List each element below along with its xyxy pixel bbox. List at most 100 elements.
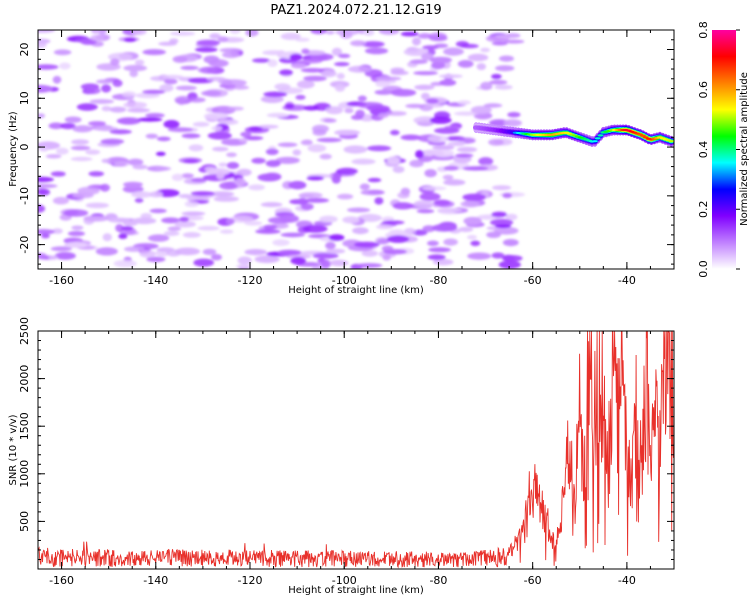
spectrogram-cell [489, 79, 508, 85]
spectrogram-cell [295, 37, 310, 42]
spectrogram-cell [499, 55, 514, 62]
spectrogram-ridge-cell [597, 134, 604, 137]
spectrogram-cell [181, 173, 194, 179]
spectrogram-cell [386, 235, 410, 243]
spectrogram-cell [146, 256, 166, 263]
spectrogram-cell [227, 106, 244, 111]
colorbar-ticks: 0.0 0.2 0.4 0.6 0.8 [697, 21, 740, 278]
spectrogram-cell [478, 157, 494, 166]
spectrogram-cell [85, 87, 101, 95]
spectrogram-cell [149, 191, 163, 198]
spectrogram-cell [218, 162, 228, 167]
spectrogram-y-ticks: -20 -10 0 10 20 [18, 29, 674, 265]
spectrogram-cell [424, 169, 437, 178]
snr-x-ticks: -160 -140 -120 -100 -80 -60 -40 [37, 331, 675, 587]
spectrogram-cell [101, 158, 111, 163]
spectrogram-cell [321, 70, 337, 78]
spectrogram-cell [267, 59, 278, 67]
spectrogram-cell [123, 64, 148, 72]
spectrogram-cell [169, 38, 179, 44]
spectrogram-cell [431, 224, 458, 232]
spectrogram-cell [145, 133, 158, 139]
spectrogram-cell [266, 112, 289, 118]
spectrogram-cell [422, 45, 439, 50]
spectrogram-cell [427, 135, 449, 143]
spectrogram-cell [231, 85, 250, 90]
spectrogram-cell [180, 65, 199, 70]
spectrogram-cell [45, 154, 62, 159]
spectrogram-y-tick-label: 0 [18, 144, 31, 151]
spectrogram-cell [390, 89, 417, 97]
spectrogram-cell [213, 196, 239, 202]
spectrogram-cell [121, 226, 134, 231]
spectrogram-cell [502, 192, 513, 199]
spectrogram-cell [163, 120, 180, 129]
spectrogram-cell [260, 202, 283, 208]
spectrogram-cell [193, 258, 214, 267]
spectrogram-cell [275, 156, 300, 164]
spectrogram-cell [113, 161, 130, 167]
spectrogram-cell [38, 188, 51, 196]
spectrogram-cell [400, 31, 419, 37]
spectrogram-cell [263, 91, 288, 98]
spectrogram-cell [325, 106, 344, 115]
spectrogram-cell [455, 153, 474, 158]
spectrogram-cell [211, 254, 222, 261]
spectrogram-cell [480, 47, 490, 53]
spectrogram-cell [390, 129, 400, 136]
spectrogram-cell [258, 124, 279, 129]
spectrogram-cell [110, 58, 120, 66]
spectrogram-cell [412, 37, 421, 46]
spectrogram-cell [350, 40, 366, 47]
spectrogram-cell [427, 240, 439, 247]
spectrogram-cell [139, 250, 156, 258]
spectrogram-cell [381, 245, 394, 252]
spectrogram-cell [409, 59, 428, 64]
spectrogram-cell [457, 100, 471, 105]
spectrogram-x-tick-label: -160 [49, 274, 74, 287]
spectrogram-cell [494, 84, 513, 90]
spectrogram-cell [72, 192, 94, 199]
spectrogram-cell [495, 224, 512, 229]
spectrogram-frame [37, 29, 675, 270]
spectrogram-cell [195, 46, 218, 53]
spectrogram-cell [216, 171, 225, 180]
spectrogram-cell [155, 151, 166, 156]
spectrogram-cell [171, 173, 184, 181]
spectrogram-cell [443, 179, 466, 186]
spectrogram-cell [374, 197, 384, 205]
spectrogram-cell [364, 69, 383, 78]
spectrogram-cell [347, 65, 372, 73]
spectrogram-cell [237, 256, 252, 265]
spectrogram-cell [85, 149, 101, 155]
spectrogram-cell [129, 70, 138, 78]
spectrogram-cell [163, 231, 180, 236]
spectrogram-cell [38, 176, 54, 183]
spectrogram-cell [122, 185, 144, 193]
spectrogram-cell [480, 81, 493, 91]
spectrogram-cell [236, 168, 252, 177]
spectrogram-cell [491, 73, 502, 80]
spectrogram-cell [53, 49, 72, 56]
spectrogram-cell [412, 229, 428, 236]
spectrogram-cell [325, 248, 346, 254]
spectrogram-cell [456, 146, 478, 153]
spectrogram-cell [54, 252, 76, 260]
spectrogram-cell [182, 232, 201, 238]
spectrogram-cell [162, 74, 184, 80]
spectrogram-cell [56, 147, 69, 155]
spectrogram-cell [131, 191, 153, 198]
spectrogram-x-tick-label: -60 [524, 274, 542, 287]
spectrogram-cell [135, 92, 161, 99]
spectrogram-cell [134, 197, 144, 203]
spectrogram-cell [156, 136, 171, 142]
spectrogram-cell [218, 119, 239, 125]
snr-x-tick-label: -80 [429, 574, 447, 587]
spectrogram-cell [122, 91, 136, 98]
colorbar-gradient [712, 30, 736, 269]
spectrogram-cell [277, 249, 302, 256]
spectrogram-cell [429, 56, 452, 64]
spectrogram-cell [429, 35, 448, 42]
spectrogram-cell [208, 59, 229, 68]
spectrogram-cell [38, 84, 53, 93]
